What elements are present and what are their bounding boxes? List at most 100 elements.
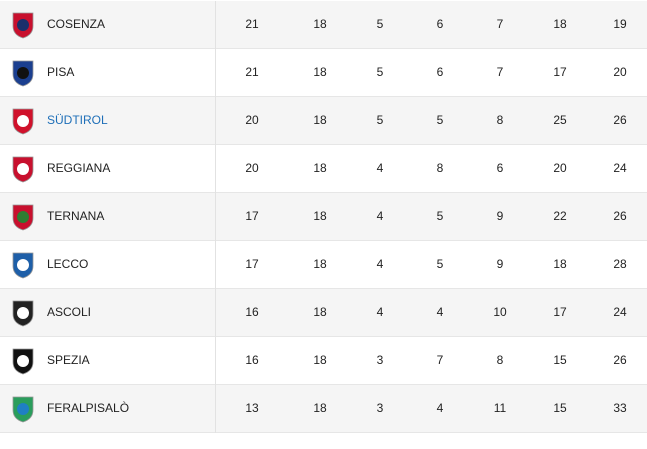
team-logo [8, 58, 38, 88]
team-logo [8, 10, 38, 40]
stat-cell: 11 [493, 401, 507, 415]
team-logo [8, 154, 38, 184]
stat-cell: 8 [496, 353, 504, 367]
stat-cell: 7 [436, 353, 444, 367]
team-logo [8, 250, 38, 280]
team-logo [8, 346, 38, 376]
stat-cell: 17 [553, 305, 567, 319]
stat-cell: 18 [313, 17, 327, 31]
logo-shape [12, 396, 34, 423]
stat-cell: 20 [245, 113, 259, 127]
stat-cell: 5 [436, 257, 444, 271]
stat-cell: 26 [613, 113, 627, 127]
stat-cell: 25 [553, 113, 567, 127]
stat-cell: 8 [436, 161, 444, 175]
column-separator [215, 241, 216, 289]
stat-cell: 17 [245, 209, 259, 223]
stat-cell: 21 [245, 65, 259, 79]
stat-cell: 15 [553, 401, 567, 415]
stat-cell: 5 [376, 17, 384, 31]
stat-cell: 9 [496, 209, 504, 223]
stat-cell: 8 [496, 113, 504, 127]
logo-shape [12, 204, 34, 231]
table-row[interactable]: LECCO 17 18 4 5 9 18 28 [0, 241, 647, 289]
stat-cell: 20 [613, 65, 627, 79]
stat-cell: 28 [613, 257, 627, 271]
logo-shape [12, 60, 34, 87]
column-separator [215, 97, 216, 145]
stat-cell: 33 [613, 401, 627, 415]
stat-cell: 4 [376, 257, 384, 271]
stat-cell: 4 [436, 401, 444, 415]
stat-cell: 18 [553, 17, 567, 31]
stat-cell: 9 [496, 257, 504, 271]
table-row[interactable]: REGGIANA 20 18 4 8 6 20 24 [0, 145, 647, 193]
stat-cell: 10 [493, 305, 507, 319]
stat-cell: 4 [376, 161, 384, 175]
column-separator [215, 1, 216, 49]
stat-cell: 6 [436, 17, 444, 31]
stat-cell: 4 [376, 305, 384, 319]
stat-cell: 6 [436, 65, 444, 79]
stat-cell: 6 [496, 161, 504, 175]
table-row[interactable]: SÜDTIROL 20 18 5 5 8 25 26 [0, 97, 647, 145]
stat-cell: 17 [553, 65, 567, 79]
table-row[interactable]: ASCOLI 16 18 4 4 10 17 24 [0, 289, 647, 337]
stat-cell: 21 [245, 17, 259, 31]
column-separator [215, 337, 216, 385]
stat-cell: 7 [496, 65, 504, 79]
stat-cell: 18 [313, 65, 327, 79]
stat-cell: 15 [553, 353, 567, 367]
stat-cell: 18 [313, 401, 327, 415]
stat-cell: 19 [613, 17, 627, 31]
stat-cell: 26 [613, 209, 627, 223]
table-row[interactable]: FERALPISALÒ 13 18 3 4 11 15 33 [0, 385, 647, 433]
team-logo [8, 298, 38, 328]
table-row[interactable]: TERNANA 17 18 4 5 9 22 26 [0, 193, 647, 241]
standings-table: COSENZA 21 18 5 6 7 18 19 PISA 21 18 5 6 7 17 20 SÜDTIRO… [0, 1, 647, 433]
logo-shape [12, 300, 34, 327]
logo-shape [12, 348, 34, 375]
stat-cell: 17 [245, 257, 259, 271]
team-name[interactable]: ASCOLI [47, 305, 92, 319]
stat-cell: 18 [313, 257, 327, 271]
stat-cell: 5 [436, 113, 444, 127]
stat-cell: 16 [245, 353, 259, 367]
stat-cell: 16 [245, 305, 259, 319]
stat-cell: 5 [376, 65, 384, 79]
stat-cell: 18 [313, 305, 327, 319]
team-logo [8, 394, 38, 424]
team-logo [8, 202, 38, 232]
logo-shape [12, 108, 34, 135]
table-row[interactable]: PISA 21 18 5 6 7 17 20 [0, 49, 647, 97]
stat-cell: 3 [376, 401, 384, 415]
team-name[interactable]: REGGIANA [47, 161, 111, 175]
team-name[interactable]: FERALPISALÒ [47, 401, 130, 415]
logo-shape [12, 252, 34, 279]
team-name[interactable]: LECCO [47, 257, 89, 271]
stat-cell: 3 [376, 353, 384, 367]
logo-shape [12, 12, 34, 39]
stat-cell: 13 [245, 401, 259, 415]
stat-cell: 20 [245, 161, 259, 175]
table-row[interactable]: COSENZA 21 18 5 6 7 18 19 [0, 1, 647, 49]
stat-cell: 5 [436, 209, 444, 223]
team-name[interactable]: SÜDTIROL [47, 113, 108, 127]
stat-cell: 18 [313, 209, 327, 223]
stat-cell: 22 [553, 209, 567, 223]
stat-cell: 4 [436, 305, 444, 319]
team-name[interactable]: TERNANA [47, 209, 105, 223]
logo-shape [12, 156, 34, 183]
team-logo [8, 106, 38, 136]
stat-cell: 18 [313, 161, 327, 175]
column-separator [215, 289, 216, 337]
column-separator [215, 385, 216, 433]
stat-cell: 18 [553, 257, 567, 271]
table-row[interactable]: SPEZIA 16 18 3 7 8 15 26 [0, 337, 647, 385]
column-separator [215, 145, 216, 193]
stat-cell: 7 [496, 17, 504, 31]
team-name[interactable]: COSENZA [47, 17, 106, 31]
team-name[interactable]: PISA [47, 65, 75, 79]
team-name[interactable]: SPEZIA [47, 353, 90, 367]
